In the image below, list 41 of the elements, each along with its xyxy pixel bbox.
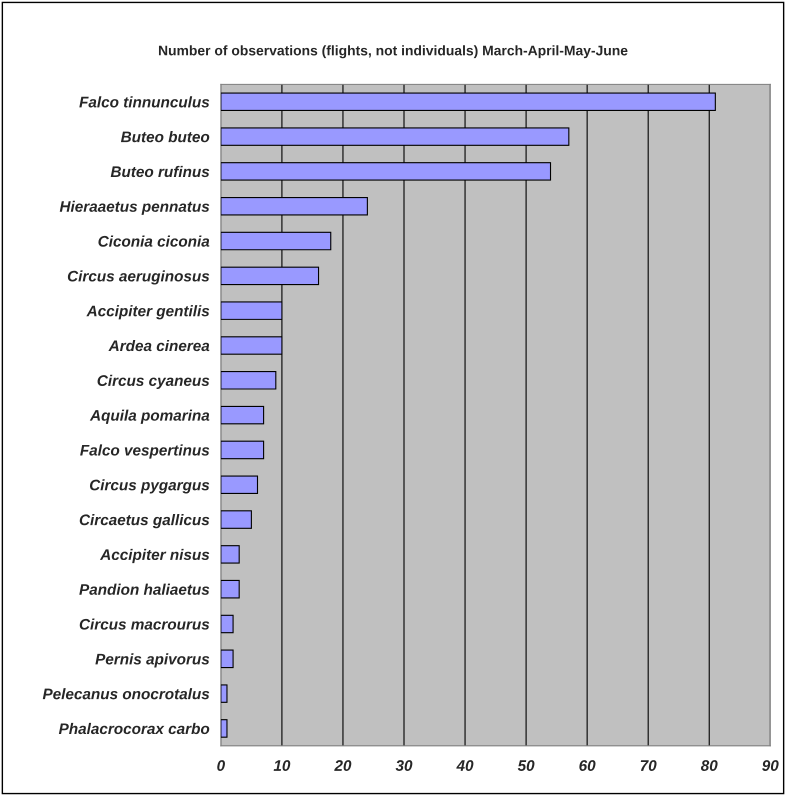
y-tick-label: Phalacrocorax carbo bbox=[58, 722, 210, 734]
y-tick-label: Circaetus gallicus bbox=[80, 514, 210, 528]
bar bbox=[220, 580, 240, 598]
y-tick-label: Accipiter gentilis bbox=[86, 305, 210, 320]
y-tick-label: Ciconia ciconia bbox=[98, 236, 210, 247]
y-tick-label: Buteo rufinus bbox=[110, 166, 210, 178]
y-tick-label: Falco vespertinus bbox=[80, 444, 210, 459]
y-tick-label: Circus macrourus bbox=[80, 618, 210, 630]
bar bbox=[220, 684, 228, 703]
y-tick-label: Hieraaetus pennatus bbox=[60, 200, 210, 215]
x-tick-label: 30 bbox=[396, 760, 412, 771]
y-tick-label: Buteo buteo bbox=[120, 131, 210, 142]
x-tick-label: 0 bbox=[217, 760, 225, 771]
chart-title: Number of observations (flights, not individuals) March-April-May-June bbox=[158, 45, 628, 58]
y-tick-label: Pandion haliaetus bbox=[79, 584, 210, 595]
y-tick-label: Accipiter nisus bbox=[100, 548, 210, 564]
bar bbox=[220, 406, 264, 424]
x-tick-label: 60 bbox=[579, 760, 596, 771]
bar bbox=[220, 371, 276, 390]
bar bbox=[220, 440, 264, 460]
y-tick-label: Aquila pomarina bbox=[90, 410, 210, 424]
y-tick-label: Ardea cinerea bbox=[108, 340, 210, 352]
y-tick-label: Circus aeruginosus bbox=[68, 270, 210, 285]
x-tick-label: 20 bbox=[334, 760, 352, 771]
bar bbox=[220, 545, 240, 564]
x-tick-label: 50 bbox=[518, 760, 534, 771]
y-tick-label: Pernis apivorus bbox=[95, 653, 210, 668]
bar bbox=[220, 475, 258, 494]
x-tick-label: 70 bbox=[640, 760, 657, 771]
x-tick-label: 10 bbox=[274, 760, 290, 771]
y-tick-label: Falco tinnunculus bbox=[79, 96, 210, 108]
y-tick-label: Circus pygargus bbox=[90, 479, 210, 494]
x-tick-label: 40 bbox=[456, 760, 474, 771]
x-tick-label: 80 bbox=[700, 760, 718, 771]
y-tick-label: Pelecanus onocrotalus bbox=[42, 688, 210, 700]
bar bbox=[220, 614, 234, 634]
x-tick-label: 90 bbox=[762, 760, 779, 771]
bar bbox=[220, 719, 228, 738]
y-tick-label: Circus cyaneus bbox=[98, 374, 210, 390]
bar bbox=[220, 510, 252, 529]
bar bbox=[220, 650, 234, 668]
